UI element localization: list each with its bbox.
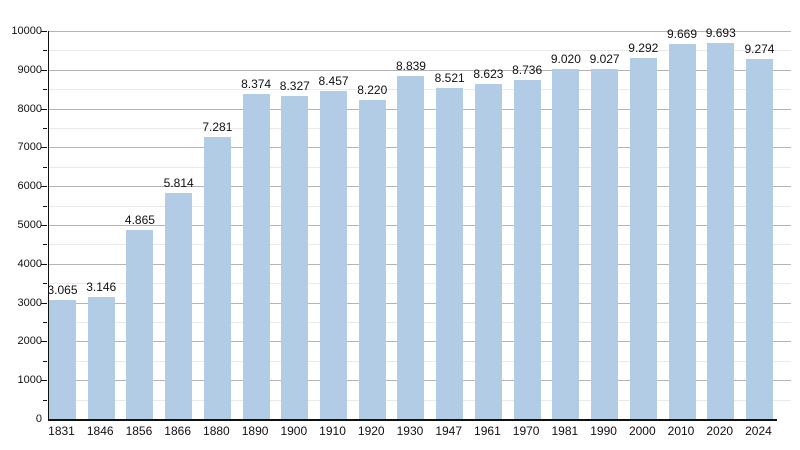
x-axis-tick-label: 1846 bbox=[86, 424, 114, 438]
bar-value-label: 9.027 bbox=[589, 51, 620, 66]
bar-value-label: 5.814 bbox=[163, 176, 194, 191]
y-axis-tick-label: 6000 bbox=[17, 180, 42, 193]
y-axis-labels: 0 1000 2000 3000 4000 5000 6000 7000 8000 9000 100… bbox=[0, 25, 42, 425]
x-axis-tick-label: 1856 bbox=[125, 424, 153, 438]
x-axis-tick-label: 1947 bbox=[435, 424, 463, 438]
bar-value-label: 7.281 bbox=[202, 119, 233, 134]
x-axis-labels: 1831 1846 1856 1866 1880 1890 1900 1910 1920 1930… bbox=[48, 424, 790, 440]
bar-1866 bbox=[165, 193, 193, 419]
x-axis-tick-label: 1910 bbox=[319, 424, 346, 438]
bar-1930 bbox=[397, 76, 425, 419]
y-axis-tick bbox=[41, 69, 47, 71]
bar-value-label: 8.839 bbox=[395, 59, 426, 74]
bar-value-label: 8.374 bbox=[241, 77, 272, 92]
bar-value-label: 9.274 bbox=[744, 42, 775, 57]
y-axis-tick bbox=[43, 166, 47, 168]
y-axis-tick bbox=[43, 244, 47, 246]
bar-value-label: 9.693 bbox=[705, 25, 736, 40]
y-axis-tick-label: 1000 bbox=[17, 374, 42, 387]
gridline-minor bbox=[49, 50, 791, 52]
bar-value-label: 8.521 bbox=[434, 71, 465, 86]
y-axis-tick bbox=[41, 147, 47, 149]
y-axis-tick bbox=[41, 108, 47, 110]
bar-value-label: 9.020 bbox=[550, 52, 581, 67]
y-axis-tick-label: 8000 bbox=[17, 102, 42, 115]
bar-1831 bbox=[49, 300, 76, 419]
x-axis-tick-label: 1981 bbox=[551, 424, 579, 438]
y-axis-tick-label: 10000 bbox=[11, 25, 42, 37]
y-axis-tick bbox=[43, 89, 47, 91]
x-axis-tick-label: 1990 bbox=[590, 424, 617, 438]
bar-value-label: 9.292 bbox=[628, 41, 659, 56]
y-axis-tick-label: 5000 bbox=[17, 219, 42, 231]
y-axis-tick bbox=[43, 128, 47, 129]
x-axis-tick-label: 1890 bbox=[241, 424, 269, 438]
gridline-major bbox=[49, 69, 791, 71]
gridline-major bbox=[49, 31, 791, 32]
bar-1990 bbox=[591, 68, 619, 419]
y-axis-tick bbox=[43, 360, 47, 362]
bar-1880 bbox=[203, 136, 231, 419]
bar-value-label: 3.146 bbox=[86, 279, 117, 294]
bar-2000 bbox=[629, 58, 657, 419]
y-axis-tick bbox=[41, 31, 47, 32]
x-axis-tick-label: 1920 bbox=[357, 424, 385, 438]
y-axis-tick bbox=[43, 50, 47, 52]
y-axis-tick-label: 3000 bbox=[17, 296, 42, 309]
bar-2024 bbox=[745, 59, 773, 419]
y-axis-tick bbox=[43, 283, 47, 285]
x-axis-tick-label: 1930 bbox=[396, 424, 424, 438]
x-axis-tick-label: 2010 bbox=[667, 424, 695, 438]
y-axis-tick-label: 7000 bbox=[17, 141, 42, 154]
y-axis-tick-label: 4000 bbox=[17, 257, 42, 270]
bar-1961 bbox=[474, 84, 502, 419]
y-axis-tick bbox=[43, 399, 47, 401]
y-axis-tick-label: 0 bbox=[35, 413, 42, 425]
plot-area: 3.065 3.146 4.865 5.814 7.281 8.374 8.327 8.457… bbox=[41, 26, 791, 421]
bar-value-label: 8.623 bbox=[473, 67, 504, 82]
x-axis-tick-label: 1880 bbox=[203, 424, 230, 438]
bar-1910 bbox=[320, 90, 348, 419]
bar-1846 bbox=[87, 296, 115, 419]
bar-1920 bbox=[358, 100, 386, 419]
y-axis-tick bbox=[41, 380, 47, 382]
bar-1856 bbox=[126, 230, 154, 419]
x-axis-tick-label: 1866 bbox=[164, 424, 191, 438]
y-axis-tick bbox=[41, 225, 47, 226]
bar-1981 bbox=[552, 69, 580, 419]
y-axis-tick bbox=[41, 186, 47, 188]
y-axis-tick bbox=[41, 263, 47, 265]
bar-value-label: 8.220 bbox=[357, 83, 388, 98]
bar-1947 bbox=[436, 88, 464, 419]
bar-1970 bbox=[513, 80, 541, 419]
bar-2010 bbox=[668, 43, 696, 419]
x-axis-line bbox=[47, 419, 777, 421]
bar-1890 bbox=[242, 94, 270, 419]
x-axis-tick-label: 1900 bbox=[280, 424, 308, 438]
x-axis-tick-label: 1831 bbox=[48, 424, 75, 438]
bar-value-label: 4.865 bbox=[124, 213, 155, 228]
x-axis-tick-label: 2000 bbox=[628, 424, 656, 438]
bar-value-label: 3.065 bbox=[47, 283, 78, 298]
bar-value-label: 9.669 bbox=[667, 26, 698, 41]
bar-value-label: 8.457 bbox=[318, 73, 349, 88]
bar-1900 bbox=[281, 95, 309, 419]
x-axis-tick-label: 2020 bbox=[706, 424, 734, 438]
bar-2020 bbox=[707, 42, 735, 419]
bar-value-label: 8.327 bbox=[279, 78, 310, 93]
y-axis-tick bbox=[43, 205, 47, 207]
x-axis-tick-label: 2024 bbox=[745, 424, 772, 438]
bar-value-label: 8.736 bbox=[512, 63, 543, 78]
y-axis-tick bbox=[43, 322, 47, 323]
y-axis-tick bbox=[41, 341, 47, 343]
y-axis-tick-label: 2000 bbox=[17, 335, 42, 348]
x-axis-tick-label: 1961 bbox=[474, 424, 501, 438]
y-axis-tick bbox=[41, 302, 47, 304]
x-axis-tick-label: 1970 bbox=[512, 424, 540, 438]
y-axis-tick-label: 9000 bbox=[17, 63, 42, 76]
